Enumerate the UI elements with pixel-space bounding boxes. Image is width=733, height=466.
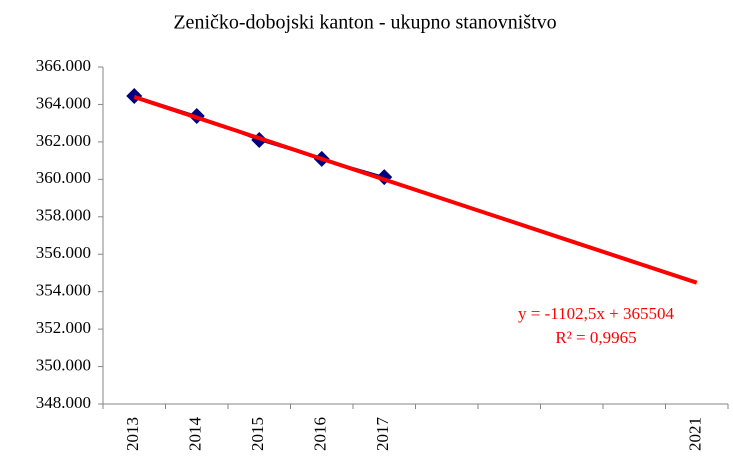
x-tick-label: 2016 <box>311 417 330 451</box>
x-tick-label: 2014 <box>186 417 205 452</box>
x-tick-label: 2017 <box>373 417 392 452</box>
x-tick-label: 2013 <box>123 417 142 451</box>
y-tick-label: 348.000 <box>36 393 91 412</box>
x-tick-label: 2015 <box>248 417 267 451</box>
x-tick-label: 2021 <box>686 417 705 451</box>
trend-equation: y = -1102,5x + 365504 <box>518 304 674 323</box>
y-tick-label: 350.000 <box>36 355 91 374</box>
y-tick-label: 352.000 <box>36 318 91 337</box>
chart-title: Zeničko-dobojski kanton - ukupno stanovn… <box>173 12 556 34</box>
marker <box>126 88 143 105</box>
y-tick-label: 362.000 <box>36 131 91 150</box>
y-tick-label: 360.000 <box>36 168 91 187</box>
y-tick-label: 364.000 <box>36 93 91 112</box>
y-tick-label: 356.000 <box>36 243 91 262</box>
y-tick-label: 358.000 <box>36 206 91 225</box>
series-line <box>133 95 698 285</box>
trend-r2: R² = 0,9965 <box>555 328 636 347</box>
y-tick-label: 354.000 <box>36 281 91 300</box>
y-tick-label: 366.000 <box>36 56 91 75</box>
